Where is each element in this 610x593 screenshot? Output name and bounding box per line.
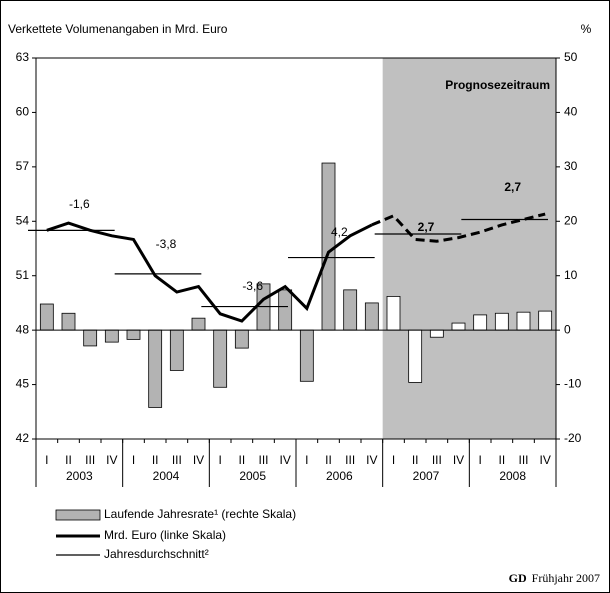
bar bbox=[39, 303, 54, 331]
x-tick-label: III bbox=[85, 453, 95, 467]
x-tick-label: III bbox=[432, 453, 442, 467]
x-tick-label: III bbox=[518, 453, 528, 467]
bar bbox=[169, 329, 184, 371]
forecast-label: Prognosezeitraum bbox=[445, 78, 550, 92]
year-label: 2003 bbox=[66, 469, 93, 483]
x-tick-label: I bbox=[132, 453, 135, 467]
bar bbox=[538, 310, 553, 331]
year-label: 2004 bbox=[153, 469, 180, 483]
bar bbox=[191, 317, 206, 331]
y2-tick-label: 10 bbox=[564, 268, 578, 282]
y-tick-label: 48 bbox=[16, 322, 30, 336]
bar bbox=[408, 329, 423, 383]
year-label: 2008 bbox=[499, 469, 526, 483]
x-tick-label: II bbox=[65, 453, 72, 467]
bar bbox=[321, 162, 336, 331]
bar bbox=[104, 329, 119, 343]
x-tick-label: III bbox=[345, 453, 355, 467]
y2-tick-label: 40 bbox=[564, 105, 578, 119]
y-tick-label: 51 bbox=[16, 268, 30, 282]
bar bbox=[343, 289, 358, 331]
bar bbox=[516, 311, 531, 331]
annual-growth-label: 4,2 bbox=[331, 225, 348, 239]
x-tick-label: IV bbox=[453, 453, 464, 467]
bar bbox=[451, 322, 466, 331]
y-tick-label: 57 bbox=[16, 159, 30, 173]
source-text: Frühjahr 2007 bbox=[532, 571, 600, 585]
annual-growth-label: -3,6 bbox=[242, 279, 263, 293]
y2-tick-label: 50 bbox=[564, 50, 578, 64]
legend-label: Laufende Jahresrate¹ (rechte Skala) bbox=[104, 507, 296, 521]
y-tick-label: 63 bbox=[16, 50, 30, 64]
x-tick-label: II bbox=[412, 453, 419, 467]
line bbox=[46, 221, 373, 323]
y2-tick-label: 30 bbox=[564, 159, 578, 173]
year-label: 2005 bbox=[239, 469, 266, 483]
bar bbox=[213, 329, 228, 388]
x-tick-label: IV bbox=[106, 453, 117, 467]
bar bbox=[364, 302, 379, 331]
x-tick-label: III bbox=[172, 453, 182, 467]
bar bbox=[473, 314, 488, 331]
x-tick-label: II bbox=[325, 453, 332, 467]
y2-tick-label: 20 bbox=[564, 213, 578, 227]
chart-title: Verkettete Volumenangaben in Mrd. Euro bbox=[8, 22, 228, 36]
legend-label: Mrd. Euro (linke Skala) bbox=[104, 528, 226, 542]
bar bbox=[234, 329, 249, 349]
x-tick-label: IV bbox=[539, 453, 550, 467]
x-tick-label: IV bbox=[279, 453, 290, 467]
year-label: 2007 bbox=[413, 469, 440, 483]
y-tick-label: 42 bbox=[16, 431, 30, 445]
source-bold: GD bbox=[509, 571, 527, 585]
x-tick-label: I bbox=[392, 453, 395, 467]
bar bbox=[299, 329, 314, 382]
annual-growth-label: -3,8 bbox=[156, 237, 177, 251]
annual-growth-label: 2,7 bbox=[504, 180, 521, 194]
annual-growth-label: 2,7 bbox=[418, 220, 435, 234]
bar bbox=[429, 329, 444, 338]
y-tick-label: 45 bbox=[16, 377, 30, 391]
x-tick-label: I bbox=[45, 453, 48, 467]
bar bbox=[61, 312, 76, 331]
x-tick-label: II bbox=[498, 453, 505, 467]
bar bbox=[83, 329, 98, 347]
legend-swatch bbox=[55, 509, 101, 521]
bar bbox=[494, 312, 509, 331]
bar bbox=[148, 329, 163, 408]
source: GD Frühjahr 2007 bbox=[509, 571, 600, 585]
y2-axis-label: % bbox=[581, 22, 592, 36]
x-tick-label: III bbox=[258, 453, 268, 467]
y-tick-label: 60 bbox=[16, 105, 30, 119]
x-tick-label: I bbox=[218, 453, 221, 467]
x-tick-label: II bbox=[238, 453, 245, 467]
y2-tick-label: -10 bbox=[564, 377, 582, 391]
y-tick-label: 54 bbox=[16, 213, 30, 227]
x-tick-label: IV bbox=[366, 453, 377, 467]
y2-tick-label: -20 bbox=[564, 431, 582, 445]
annual-growth-label: -1,6 bbox=[69, 197, 90, 211]
legend-label: Jahresdurchschnitt² bbox=[104, 547, 209, 561]
y2-tick-label: 0 bbox=[564, 322, 571, 336]
x-tick-label: I bbox=[305, 453, 308, 467]
bar bbox=[126, 329, 141, 340]
forecast-line bbox=[371, 212, 546, 243]
year-label: 2006 bbox=[326, 469, 353, 483]
x-tick-label: IV bbox=[193, 453, 204, 467]
x-tick-label: I bbox=[478, 453, 481, 467]
bar bbox=[386, 295, 401, 331]
bar bbox=[278, 289, 293, 331]
x-tick-label: II bbox=[152, 453, 159, 467]
